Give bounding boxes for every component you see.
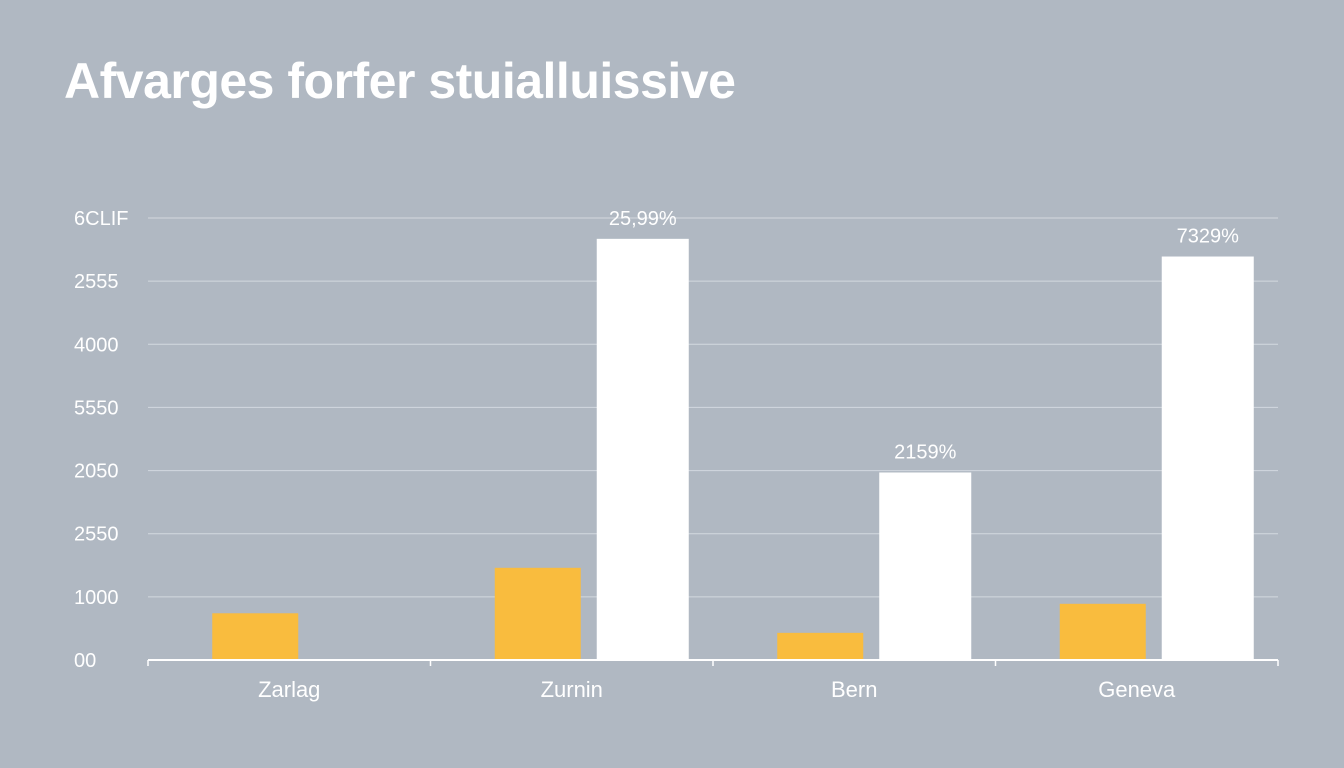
data-labels: 25,99% 2159% 7329% [609, 208, 1239, 464]
x-axis-categories: Zarlag Zurnin Bern Geneva [258, 677, 1176, 702]
y-tick-label: 2050 [74, 461, 119, 483]
y-tick-label: 4000 [74, 334, 119, 356]
x-category-label: Geneva [1098, 677, 1176, 702]
y-tick-label: 5550 [74, 397, 119, 419]
grid-layer [148, 217, 1278, 598]
y-tick-label: 00 [74, 650, 96, 672]
bar-2-bern [879, 472, 972, 660]
x-axis [147, 659, 1279, 666]
bar-1-zarlag [212, 613, 299, 660]
x-category-label: Zurnin [541, 677, 603, 702]
bar-1-geneva [1059, 603, 1146, 660]
y-tick-label: 6CLIF [74, 208, 128, 230]
bar-2-geneva [1161, 256, 1254, 660]
bars [212, 238, 1254, 660]
bar-2-zurnin [596, 238, 689, 660]
data-label: 25,99% [609, 208, 677, 230]
y-tick-label: 1000 [74, 587, 119, 609]
bar-1-zurnin [494, 567, 581, 660]
y-tick-label: 2550 [74, 524, 119, 546]
data-label: 7329% [1177, 226, 1239, 248]
bar-1-bern [777, 632, 864, 660]
y-tick-label: 2555 [74, 271, 119, 293]
chart-title: Afvarges forfer stuialluissive [64, 53, 736, 109]
y-axis-ticks: 00 1000 2550 2050 5550 4000 2555 6CLIF [74, 208, 128, 672]
data-label: 2159% [894, 441, 956, 463]
x-category-label: Bern [831, 677, 877, 702]
x-category-label: Zarlag [258, 677, 320, 702]
